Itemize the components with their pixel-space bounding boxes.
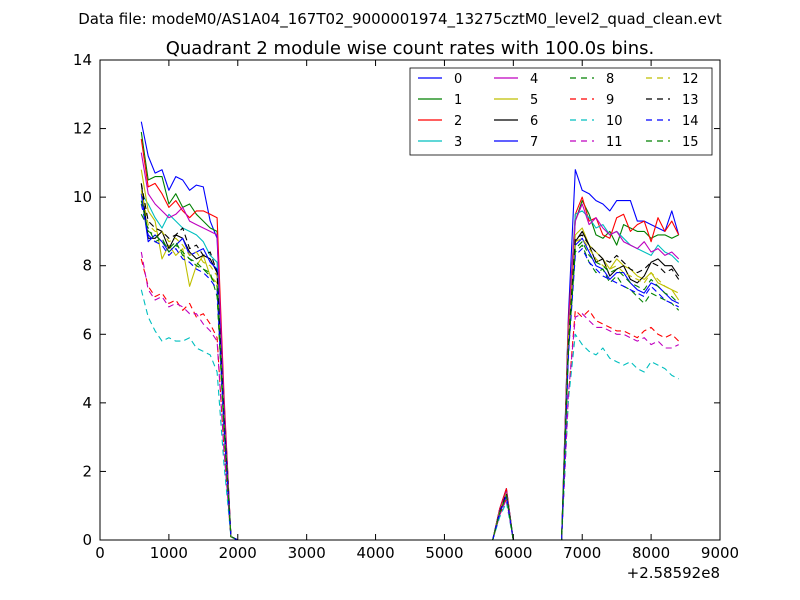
- y-tick-label: 8: [82, 257, 92, 275]
- series-line-10: [140, 289, 679, 541]
- legend-label-5: 5: [530, 93, 538, 108]
- y-tick-label: 6: [82, 325, 92, 343]
- x-tick-label: 7000: [563, 544, 601, 562]
- y-tick-label: 0: [82, 531, 92, 549]
- y-tick-label: 2: [82, 462, 92, 480]
- x-tick-label: 9000: [701, 544, 739, 562]
- chart-title: Quadrant 2 module wise count rates with …: [166, 38, 655, 59]
- y-tick-label: 10: [73, 188, 92, 206]
- x-tick-label: 6000: [494, 544, 532, 562]
- x-tick-label: 4000: [356, 544, 394, 562]
- legend-label-4: 4: [530, 72, 538, 87]
- legend-box: [409, 67, 713, 156]
- legend-label-12: 12: [682, 72, 699, 87]
- x-tick-label: 5000: [425, 544, 463, 562]
- y-tick-label: 14: [73, 51, 92, 69]
- x-tick-label: 2000: [219, 544, 257, 562]
- plot-frame: [99, 59, 721, 541]
- legend-label-8: 8: [606, 72, 614, 87]
- y-tick-label: 12: [73, 120, 92, 138]
- legend-label-1: 1: [454, 93, 462, 108]
- x-tick-label: 3000: [288, 544, 326, 562]
- x-tick-label: 8000: [632, 544, 670, 562]
- legend-label-3: 3: [454, 135, 462, 150]
- legend-label-13: 13: [682, 93, 699, 108]
- series-line-14: [140, 203, 679, 541]
- legend-label-10: 10: [606, 114, 623, 129]
- legend-label-9: 9: [606, 93, 614, 108]
- series-line-4: [140, 152, 680, 541]
- series-layer: [140, 121, 680, 541]
- legend-label-2: 2: [454, 114, 462, 129]
- x-tick-label: 0: [95, 544, 105, 562]
- legend-label-7: 7: [530, 135, 538, 150]
- legend-label-15: 15: [682, 135, 699, 150]
- datafile-label: Data file: modeM0/AS1A04_167T02_90000019…: [78, 10, 722, 29]
- legend-label-0: 0: [454, 72, 462, 87]
- x-tick-label: 1000: [150, 544, 188, 562]
- legend-label-11: 11: [606, 135, 623, 150]
- legend-label-6: 6: [530, 114, 538, 129]
- ticks-layer: 0 1000 2000 3000 4000 5000 6000 7000 8000 9000 0 2 4…: [73, 51, 739, 562]
- legend-label-14: 14: [682, 114, 699, 129]
- x-offset-label: +2.58592e8: [627, 564, 720, 582]
- y-tick-label: 4: [82, 394, 92, 412]
